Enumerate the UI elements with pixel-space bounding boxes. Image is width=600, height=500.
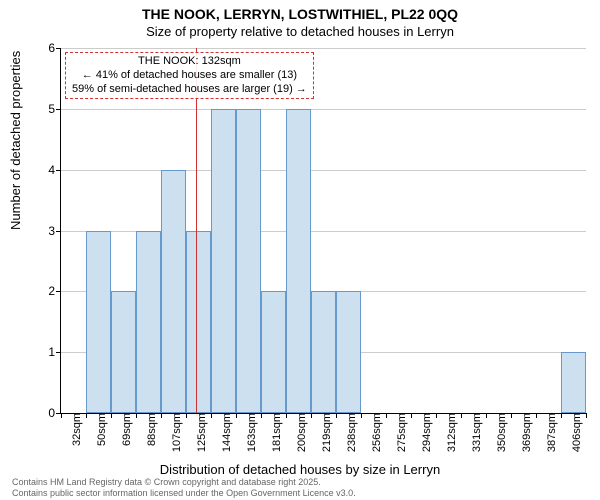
- ytick-label: 3: [48, 224, 61, 238]
- attribution-line1: Contains HM Land Registry data © Crown c…: [12, 477, 356, 487]
- xtick-mark: [111, 413, 112, 418]
- gridline: [61, 48, 586, 49]
- histogram-bar: [136, 231, 161, 414]
- histogram-bar: [211, 109, 236, 413]
- xtick-label: 32sqm: [65, 413, 83, 446]
- xtick-label: 125sqm: [190, 413, 208, 452]
- xtick-mark: [311, 413, 312, 418]
- ytick-label: 1: [48, 345, 61, 359]
- xtick-mark: [386, 413, 387, 418]
- annotation-line3: 59% of semi-detached houses are larger (…: [72, 83, 307, 97]
- reference-line: [196, 48, 197, 413]
- attribution: Contains HM Land Registry data © Crown c…: [12, 477, 356, 498]
- histogram-bar: [86, 231, 111, 414]
- xtick-mark: [161, 413, 162, 418]
- xtick-label: 50sqm: [90, 413, 108, 446]
- xtick-mark: [261, 413, 262, 418]
- xtick-mark: [486, 413, 487, 418]
- xtick-label: 238sqm: [340, 413, 358, 452]
- histogram-bar: [286, 109, 311, 413]
- ytick-label: 0: [48, 406, 61, 420]
- xtick-mark: [286, 413, 287, 418]
- xtick-mark: [136, 413, 137, 418]
- xtick-label: 275sqm: [390, 413, 408, 452]
- annotation-line2: ← 41% of detached houses are smaller (13…: [72, 69, 307, 83]
- x-axis-label: Distribution of detached houses by size …: [0, 462, 600, 477]
- xtick-label: 181sqm: [265, 413, 283, 452]
- xtick-mark: [336, 413, 337, 418]
- ytick-label: 2: [48, 284, 61, 298]
- xtick-label: 406sqm: [565, 413, 583, 452]
- xtick-mark: [361, 413, 362, 418]
- xtick-label: 294sqm: [415, 413, 433, 452]
- xtick-mark: [561, 413, 562, 418]
- xtick-mark: [586, 413, 587, 418]
- histogram-bar: [336, 291, 361, 413]
- xtick-mark: [536, 413, 537, 418]
- xtick-mark: [211, 413, 212, 418]
- xtick-label: 350sqm: [490, 413, 508, 452]
- chart-container: THE NOOK, LERRYN, LOSTWITHIEL, PL22 0QQ …: [0, 0, 600, 500]
- annotation-line1: THE NOOK: 132sqm: [72, 55, 307, 69]
- xtick-mark: [461, 413, 462, 418]
- histogram-bar: [561, 352, 586, 413]
- xtick-label: 88sqm: [140, 413, 158, 446]
- xtick-label: 163sqm: [240, 413, 258, 452]
- xtick-label: 256sqm: [365, 413, 383, 452]
- xtick-label: 144sqm: [215, 413, 233, 452]
- xtick-label: 200sqm: [290, 413, 308, 452]
- xtick-label: 219sqm: [315, 413, 333, 452]
- gridline: [61, 170, 586, 171]
- xtick-mark: [236, 413, 237, 418]
- xtick-label: 369sqm: [515, 413, 533, 452]
- xtick-mark: [186, 413, 187, 418]
- xtick-mark: [411, 413, 412, 418]
- ytick-label: 6: [48, 41, 61, 55]
- annotation-box: THE NOOK: 132sqm ← 41% of detached house…: [65, 52, 314, 99]
- histogram-bar: [161, 170, 186, 413]
- ytick-label: 5: [48, 102, 61, 116]
- xtick-label: 69sqm: [115, 413, 133, 446]
- chart-subtitle: Size of property relative to detached ho…: [0, 24, 600, 39]
- xtick-label: 107sqm: [165, 413, 183, 452]
- xtick-mark: [511, 413, 512, 418]
- histogram-bar: [311, 291, 336, 413]
- gridline: [61, 109, 586, 110]
- xtick-label: 387sqm: [540, 413, 558, 452]
- histogram-bar: [236, 109, 261, 413]
- attribution-line2: Contains public sector information licen…: [12, 488, 356, 498]
- xtick-label: 312sqm: [440, 413, 458, 452]
- histogram-bar: [261, 291, 286, 413]
- plot-area: 012345632sqm50sqm69sqm88sqm107sqm125sqm1…: [60, 48, 586, 414]
- histogram-bar: [111, 291, 136, 413]
- y-axis-label: Number of detached properties: [8, 51, 23, 230]
- ytick-label: 4: [48, 163, 61, 177]
- xtick-label: 331sqm: [465, 413, 483, 452]
- xtick-mark: [436, 413, 437, 418]
- xtick-mark: [86, 413, 87, 418]
- histogram-bar: [186, 231, 211, 414]
- xtick-mark: [61, 413, 62, 418]
- chart-title: THE NOOK, LERRYN, LOSTWITHIEL, PL22 0QQ: [0, 6, 600, 22]
